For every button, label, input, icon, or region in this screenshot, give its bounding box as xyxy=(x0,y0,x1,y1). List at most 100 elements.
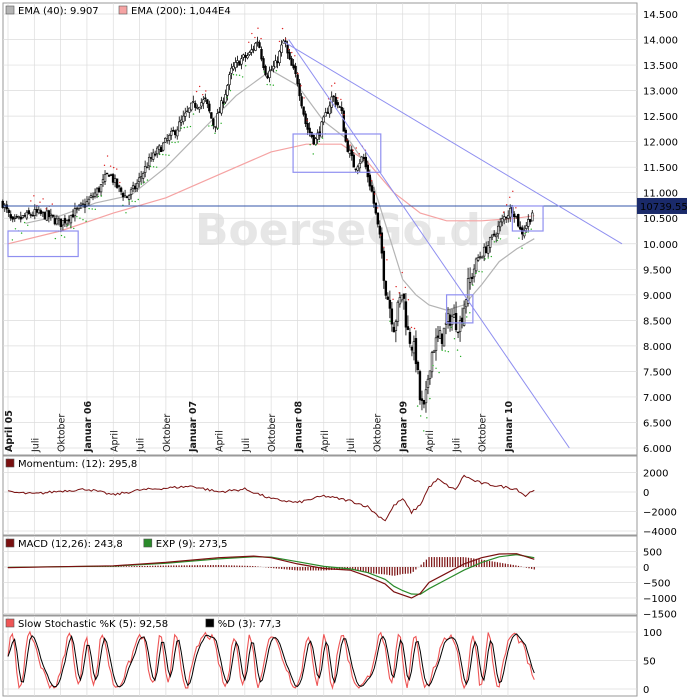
candle-body xyxy=(53,218,57,225)
candle-body xyxy=(366,164,370,178)
sar-dot xyxy=(484,258,486,260)
sar-dot xyxy=(527,231,529,233)
sar-dot xyxy=(287,48,290,51)
sar-dot xyxy=(241,76,244,78)
sar-dot xyxy=(281,27,284,30)
macd-line xyxy=(7,553,535,599)
legend-label: %D (3): 77,3 xyxy=(218,619,281,630)
sar-dot xyxy=(42,198,44,200)
candle-body xyxy=(242,54,245,58)
price-y-tick: 11.000 xyxy=(643,189,678,200)
sar-dot xyxy=(112,166,115,169)
sar-dot xyxy=(214,132,216,135)
candle-body xyxy=(99,184,103,193)
candle-body xyxy=(262,58,265,68)
panel-macd xyxy=(2,535,638,616)
candle-body xyxy=(515,215,518,218)
candle-body xyxy=(458,320,462,333)
candle-body xyxy=(490,234,494,238)
candle-body xyxy=(69,215,73,224)
candle-body xyxy=(440,333,444,344)
candle-body xyxy=(65,220,69,225)
legend-label: MACD (12,26): 243,8 xyxy=(18,539,123,550)
candle-body xyxy=(228,74,231,86)
sar-dot xyxy=(226,96,228,99)
watermark-text: BoerseGo.de xyxy=(195,205,511,256)
legend-swatch xyxy=(118,5,128,15)
candle-body xyxy=(194,102,197,108)
sar-dot xyxy=(257,27,259,29)
candle-body xyxy=(196,106,199,109)
candle-body xyxy=(238,61,241,66)
sar-dot xyxy=(423,430,425,432)
candle-body xyxy=(129,189,133,195)
candle-body xyxy=(292,64,295,69)
candle-body xyxy=(57,218,61,221)
candle-body xyxy=(412,341,416,354)
candle-body xyxy=(362,157,365,160)
sar-dot xyxy=(300,85,302,87)
sar-dot xyxy=(266,83,268,86)
candle-body xyxy=(434,337,438,351)
sar-dot xyxy=(79,217,81,219)
sar-dot xyxy=(131,200,133,202)
candle-body xyxy=(484,246,488,253)
sar-dot xyxy=(291,51,293,54)
sar-dot xyxy=(82,219,84,221)
candle-body xyxy=(250,49,253,53)
candle-body xyxy=(398,297,402,305)
candle-body xyxy=(184,112,187,117)
sar-dot xyxy=(395,285,397,288)
x-tick-label: Januar 06 xyxy=(83,401,94,453)
candle-body xyxy=(282,40,285,44)
sar-dot xyxy=(143,181,146,183)
candle-body xyxy=(402,293,406,299)
candle-body xyxy=(496,225,500,235)
sar-dot xyxy=(303,97,305,99)
macd-hist-group xyxy=(7,557,535,576)
candle-body xyxy=(517,214,520,227)
candle-body xyxy=(304,113,307,125)
sar-dot xyxy=(481,271,483,273)
sar-dot xyxy=(174,141,176,144)
candle-body xyxy=(5,204,8,210)
candle-body xyxy=(276,61,279,64)
candle-body xyxy=(320,121,323,138)
candle-body xyxy=(230,67,233,74)
candle-body xyxy=(488,237,492,248)
sar-dot xyxy=(459,355,462,358)
candle-body xyxy=(456,331,460,334)
sar-dot xyxy=(60,234,63,237)
sar-dot xyxy=(373,193,376,195)
candle-body xyxy=(372,191,376,204)
price-y-tick: 12.500 xyxy=(643,112,678,123)
candle-body xyxy=(212,118,215,126)
candle-body xyxy=(246,55,249,59)
candle-body xyxy=(119,187,123,192)
candle-body xyxy=(406,326,410,330)
sar-dot xyxy=(88,207,90,210)
sar-dot xyxy=(54,237,57,240)
sar-dot xyxy=(509,196,511,198)
sar-dot xyxy=(73,227,75,230)
candle-body xyxy=(384,280,388,296)
candle-body xyxy=(422,399,426,405)
candle-body xyxy=(344,129,347,142)
candle-body xyxy=(268,70,271,78)
candle-body xyxy=(410,346,414,351)
candle-body xyxy=(382,250,386,281)
trendline xyxy=(288,39,570,449)
candle-body xyxy=(428,370,432,379)
candle-body xyxy=(388,299,392,309)
candle-body xyxy=(51,214,55,217)
sar-dot xyxy=(377,207,379,209)
candle-body xyxy=(416,361,420,370)
sar-dot xyxy=(450,326,453,329)
candle-body xyxy=(162,142,165,151)
x-tick-label: Juli xyxy=(136,438,147,453)
candle-body xyxy=(525,225,528,229)
candle-body xyxy=(270,69,273,71)
sar-dot xyxy=(33,195,35,197)
sar-dot xyxy=(162,153,164,156)
candle-body xyxy=(380,232,384,254)
